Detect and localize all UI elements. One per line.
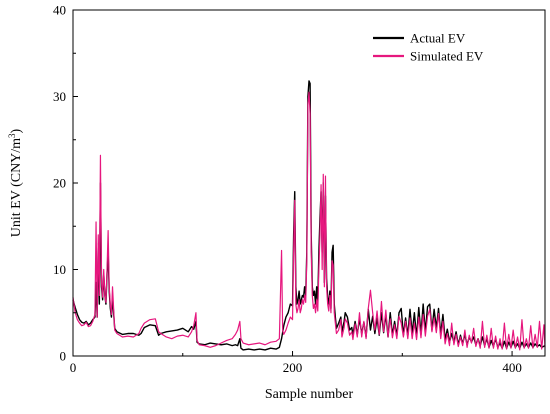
x-tick-label: 400 bbox=[502, 360, 522, 375]
y-tick-label: 40 bbox=[53, 3, 66, 18]
legend-label-actual: Actual EV bbox=[410, 31, 466, 46]
series-layer bbox=[72, 80, 546, 351]
y-tick-label: 30 bbox=[53, 89, 66, 104]
y-axis-title-main: Unit EV (CNY/m bbox=[9, 138, 24, 237]
x-axis: 0 200 400 bbox=[70, 351, 522, 375]
x-tick-label: 200 bbox=[283, 360, 303, 375]
legend-label-simulated: Simulated EV bbox=[410, 49, 484, 64]
y-axis-title-tail: ) bbox=[9, 128, 24, 133]
y-axis: 0 10 20 30 40 bbox=[53, 3, 78, 364]
y-tick-label: 10 bbox=[53, 262, 66, 277]
y-axis-title-superscript: 3 bbox=[7, 133, 17, 138]
legend: Actual EV Simulated EV bbox=[373, 31, 484, 64]
y-axis-title: Unit EV (CNY/m3) bbox=[7, 128, 24, 237]
series-line-simulated bbox=[72, 91, 546, 351]
x-axis-title: Sample number bbox=[265, 387, 354, 402]
y-tick-label: 0 bbox=[60, 349, 67, 364]
y-tick-label: 20 bbox=[53, 176, 66, 191]
x-tick-label: 0 bbox=[70, 360, 77, 375]
